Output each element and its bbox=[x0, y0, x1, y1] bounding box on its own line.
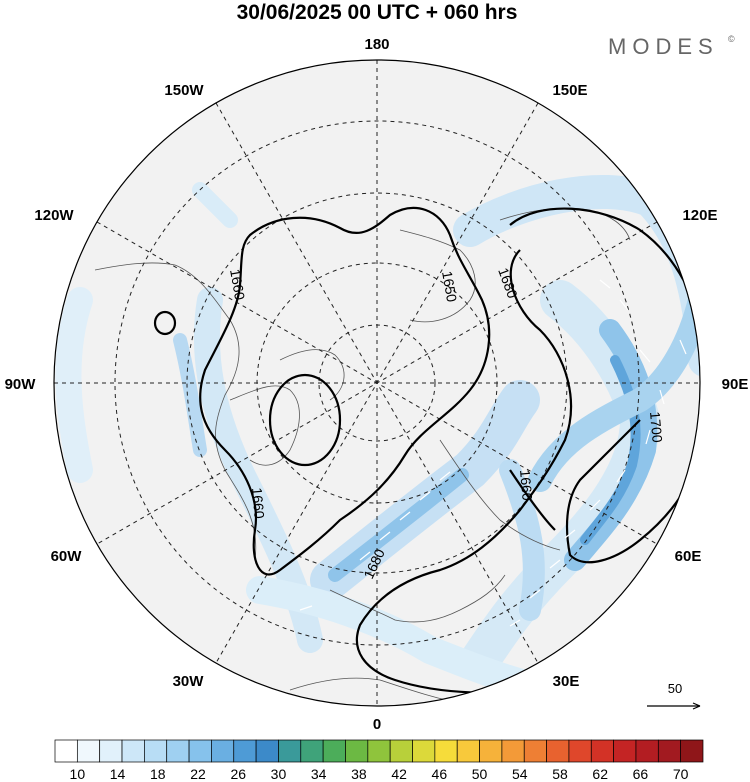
lon-label-180: 180 bbox=[364, 36, 389, 53]
colorbar-swatch bbox=[121, 739, 145, 763]
closed-low-alaska bbox=[153, 310, 177, 336]
contour-1660-west bbox=[199, 206, 491, 576]
lon-label-120w: 120W bbox=[34, 207, 74, 224]
map-border bbox=[53, 59, 701, 707]
colorbar-swatch bbox=[412, 739, 436, 763]
colorbar-swatch bbox=[255, 739, 279, 763]
contour-label-1700: 1700 bbox=[647, 411, 666, 444]
colorbar-swatch bbox=[166, 739, 190, 763]
colorbar-swatch bbox=[278, 739, 302, 763]
colorbar-tick-label: 38 bbox=[351, 766, 367, 782]
contour-label-1660-east: 1660 bbox=[517, 469, 536, 502]
colorbar-swatch bbox=[188, 739, 212, 763]
contour-label-1660: 1660 bbox=[227, 268, 248, 302]
colorbar-swatch bbox=[501, 739, 525, 763]
colorbar-swatch bbox=[99, 739, 123, 763]
reference-vector-label: 50 bbox=[668, 681, 682, 696]
colorbar-swatch bbox=[523, 739, 547, 763]
colorbar-tick-label: 34 bbox=[311, 766, 327, 782]
contour-1660-inner bbox=[509, 469, 556, 531]
lon-label-90w: 90W bbox=[5, 376, 37, 393]
colorbar-swatch bbox=[613, 739, 637, 763]
modes-logo: MODES © bbox=[608, 34, 735, 59]
contour-1700 bbox=[565, 419, 691, 564]
lon-label-60e: 60E bbox=[675, 548, 702, 565]
colorbar-swatch bbox=[54, 739, 78, 763]
longitude-labels: 180 150E 120E 90E 60E 30E 0 30W 60W 90W … bbox=[5, 36, 749, 733]
wind-vectors bbox=[299, 279, 687, 627]
contour-label-1660-west: 1660 bbox=[249, 487, 268, 520]
colorbar-tick-label: 62 bbox=[592, 766, 608, 782]
colorbar-swatch bbox=[211, 739, 235, 763]
colorbar-swatch bbox=[345, 739, 369, 763]
colorbar-swatch bbox=[657, 739, 681, 763]
colorbar-swatch bbox=[76, 739, 101, 763]
colorbar-swatch bbox=[434, 739, 458, 763]
meridians bbox=[54, 60, 700, 706]
lon-label-30e: 30E bbox=[553, 673, 580, 690]
colorbar-tick-label: 50 bbox=[472, 766, 488, 782]
colorbar-swatch bbox=[456, 739, 480, 763]
colorbar-swatch bbox=[367, 739, 391, 763]
colorbar-swatch bbox=[479, 739, 503, 763]
map-title: 30/06/2025 00 UTC + 060 hrs bbox=[237, 1, 518, 24]
colorbar-swatch bbox=[568, 739, 592, 763]
brand-name: MODES bbox=[608, 34, 719, 59]
lon-label-150e: 150E bbox=[552, 82, 587, 99]
contour-label-1650: 1650 bbox=[439, 270, 460, 304]
colorbar-swatch bbox=[590, 739, 614, 763]
colorbar-swatch bbox=[680, 739, 704, 763]
colorbar-tick-label: 58 bbox=[552, 766, 568, 782]
colorbar-tick-label: 70 bbox=[673, 766, 689, 782]
colorbar-tick-label: 66 bbox=[633, 766, 649, 782]
colorbar-tick-label: 18 bbox=[150, 766, 166, 782]
colorbar-tick-label: 54 bbox=[512, 766, 528, 782]
colorbar-swatch bbox=[546, 739, 570, 763]
colorbar-swatch bbox=[635, 739, 659, 763]
colorbar-tick-label: 30 bbox=[271, 766, 287, 782]
colorbar-labels: 10 14 18 22 26 30 34 38 42 46 50 54 58 62 66 70 bbox=[70, 766, 689, 782]
lon-label-60w: 60W bbox=[51, 548, 83, 565]
colorbar-tick-label: 10 bbox=[70, 766, 86, 782]
colorbar-tick-label: 42 bbox=[391, 766, 407, 782]
colorbar bbox=[54, 739, 704, 763]
colorbar-swatch bbox=[389, 739, 413, 763]
lon-label-150w: 150W bbox=[164, 82, 204, 99]
lon-label-90e: 90E bbox=[722, 376, 749, 393]
colorbar-tick-label: 26 bbox=[230, 766, 246, 782]
lon-label-30w: 30W bbox=[173, 673, 205, 690]
colorbar-swatch bbox=[300, 739, 324, 763]
colorbar-tick-label: 14 bbox=[110, 766, 126, 782]
brand-mark: © bbox=[728, 34, 735, 44]
colorbar-swatch bbox=[233, 739, 257, 763]
lon-label-120e: 120E bbox=[682, 207, 717, 224]
colorbar-swatch bbox=[322, 739, 346, 763]
lon-label-0: 0 bbox=[373, 716, 381, 733]
reference-arrow-icon bbox=[692, 702, 701, 710]
reference-vector: 50 bbox=[647, 681, 701, 710]
colorbar-tick-label: 22 bbox=[190, 766, 206, 782]
colorbar-swatch bbox=[144, 739, 168, 763]
colorbar-tick-label: 46 bbox=[432, 766, 448, 782]
closed-low-greenland bbox=[268, 373, 342, 467]
